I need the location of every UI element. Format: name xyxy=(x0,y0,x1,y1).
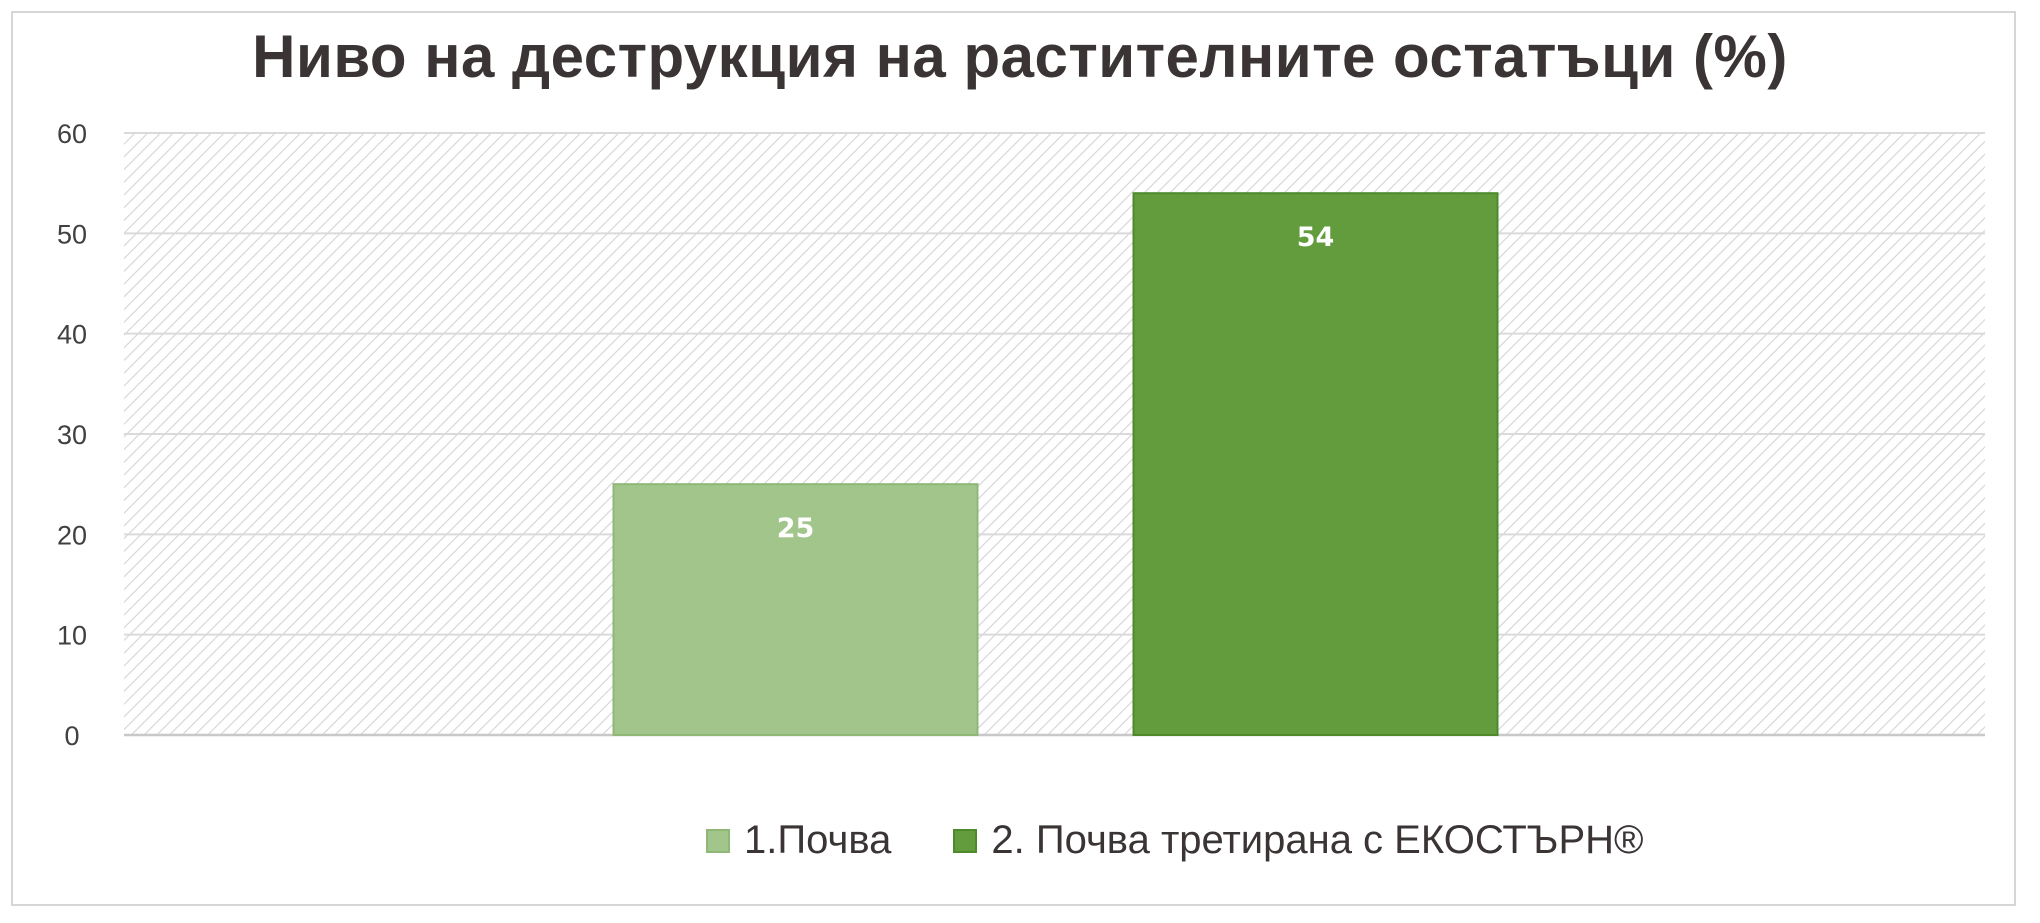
y-tick-label-40: 40 xyxy=(57,320,87,350)
data-labels: 25 54 xyxy=(777,222,1335,544)
y-tick-label-60: 60 xyxy=(57,119,87,149)
bars xyxy=(612,192,1499,736)
chart-title: Ниво на деструкция на растителните остат… xyxy=(252,23,1788,90)
legend-item-pochva-tretirana: 2. Почва третирана с ЕКОСТЪРН® xyxy=(953,818,1644,863)
y-axis-ticks: 0 10 20 30 40 50 60 xyxy=(57,119,87,751)
y-tick-label-30: 30 xyxy=(57,420,87,450)
data-label-2: 54 xyxy=(1297,222,1335,253)
legend-label-pochva-tretirana: 2. Почва третирана с ЕКОСТЪРН® xyxy=(991,818,1644,862)
legend-label-pochva: 1.Почва xyxy=(744,818,892,862)
y-tick-label-50: 50 xyxy=(57,219,87,249)
y-tick-label-20: 20 xyxy=(57,520,87,550)
y-tick-label-10: 10 xyxy=(57,621,87,651)
legend: 1.Почва 2. Почва третирана с ЕКОСТЪРН® xyxy=(706,818,1706,863)
bar-1 xyxy=(612,483,979,736)
gridlines xyxy=(124,132,1985,737)
bar-2 xyxy=(1132,192,1499,736)
legend-item-pochva: 1.Почва xyxy=(706,818,891,863)
legend-swatch-pochva-tretirana xyxy=(953,828,978,853)
legend-swatch-pochva xyxy=(706,828,730,853)
data-label-1: 25 xyxy=(777,513,815,544)
y-tick-label-0: 0 xyxy=(64,721,79,751)
